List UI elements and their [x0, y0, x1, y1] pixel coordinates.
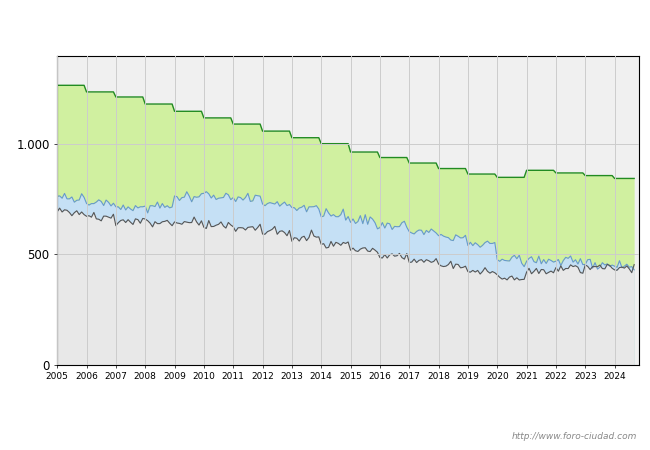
- Text: Puente de Domingo Flórez - Evolucion de la poblacion en edad de Trabajar Septiem: Puente de Domingo Flórez - Evolucion de …: [50, 17, 600, 30]
- Text: http://www.foro-ciudad.com: http://www.foro-ciudad.com: [512, 432, 637, 441]
